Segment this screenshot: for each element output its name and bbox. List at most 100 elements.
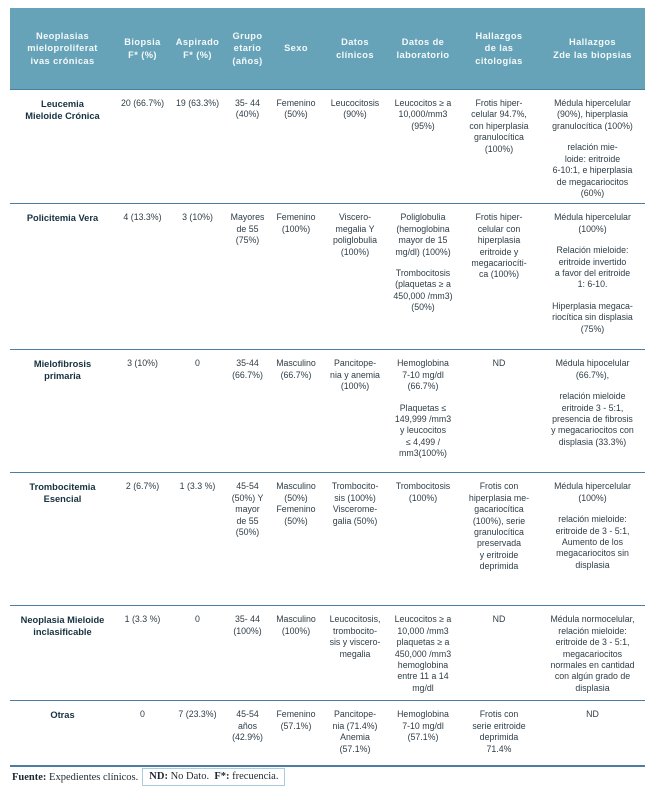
cell-paragraph: Mielofibrosis primaria: [33, 359, 92, 382]
table-cell: Frotis hiper- celular 94.7%, con hiperpl…: [458, 88, 540, 204]
cell-paragraph: Plaquetas ≤ 149,999 /mm3 y leucocitos ≤ …: [394, 402, 452, 459]
cell-paragraph: 1 (3.3 %): [124, 614, 161, 625]
cell-paragraph: Médula hipocelular (66.7%),: [555, 358, 630, 380]
cell-paragraph: Mayores de 55 (75%): [230, 212, 265, 246]
f-text: frecuencia.: [229, 771, 279, 782]
table-cell: Leucocitos ≥ a 10,000/mm3 (95%): [388, 88, 458, 204]
table-cell: Leucocitosis (90%): [322, 88, 388, 204]
table-cell: 3 (10%): [115, 349, 170, 473]
cell-paragraph: Leucemia Mieloide Crónica: [25, 99, 100, 122]
table-cell: Leucocitosis, trombocito- sis y viscero-…: [322, 605, 388, 701]
cell-paragraph: 45-54 (50%) Y mayor de 55 (50%): [231, 481, 264, 538]
cell-paragraph: Masculino (66.7%): [276, 358, 316, 380]
table-row: Neoplasia Mieloide inclasificable 1 (3.3 …: [10, 605, 645, 701]
table-cell: 35- 44 (100%): [225, 605, 270, 701]
nd-legend-box: ND: No Dato. F*: frecuencia.: [142, 768, 286, 786]
table-cell: 19 (63.3%): [170, 88, 225, 204]
cell-paragraph: 2 (6.7%): [125, 481, 160, 492]
cell-paragraph: Masculino (100%): [276, 614, 316, 636]
table-cell: 0: [170, 349, 225, 473]
table-cell: 45-54 (50%) Y mayor de 55 (50%): [225, 472, 270, 606]
table-cell: Viscero- megalia Y poliglobulia (100%): [322, 203, 388, 350]
table-cell: 0: [115, 700, 170, 767]
table-cell: Femenino (100%): [270, 203, 322, 350]
table-cell: 0: [170, 605, 225, 701]
table-cell: Frotis hiper- celular con hiperplasia er…: [458, 203, 540, 350]
cell-paragraph: 0: [195, 614, 200, 625]
table-cell: Leucocitos ≥ a 10,000 /mm3 plaquetas ≥ a…: [388, 605, 458, 701]
table-cell: Médula normocelular, relación mieloide: …: [540, 605, 645, 701]
table-cell: Médula hipocelular (66.7%), relación miel…: [540, 349, 645, 473]
cell-paragraph: Frotis hiper- celular 94.7%, con hiperpl…: [469, 98, 529, 154]
cell-paragraph: 0: [195, 358, 200, 369]
table-cell: 35- 44 (40%): [225, 88, 270, 204]
column-header: Sexo: [270, 8, 322, 90]
cell-paragraph: 7 (23.3%): [178, 709, 217, 720]
table-cell: Mayores de 55 (75%): [225, 203, 270, 350]
cell-paragraph: Pancitope- nia (71.4%) Anemia (57.1%): [332, 709, 378, 754]
table-cell: Femenino (50%): [270, 88, 322, 204]
table-cell: Médula hipercelular (100%) relación mielo…: [540, 472, 645, 606]
column-header: Neoplasias mieloproliferat ivas crónicas: [10, 8, 115, 90]
table-cell: Trombocito- sis (100%) Viscerome- galia …: [322, 472, 388, 606]
row-label: Policitemia Vera: [10, 203, 115, 350]
table-cell: ND: [458, 605, 540, 701]
cell-paragraph: 19 (63.3%): [175, 98, 220, 108]
table-cell: Masculino (50%) Femenino (50%): [270, 472, 322, 606]
row-label: Otras: [10, 700, 115, 767]
table-cell: 3 (10%): [170, 203, 225, 350]
table-cell: 45-54 años (42.9%): [225, 700, 270, 767]
cell-paragraph: Leucocitosis, trombocito- sis y viscero-…: [329, 614, 381, 659]
column-header: Datos de laboratorio: [388, 8, 458, 90]
cell-paragraph: Frotis con hiperplasia me- gacariocítica…: [468, 481, 530, 572]
table-row: Mielofibrosis primaria 3 (10%) 0 35-44 (66.…: [10, 349, 645, 473]
cell-paragraph: 20 (66.7%): [120, 98, 165, 108]
cell-paragraph: Relación mieloide: eritroide invertido a…: [554, 245, 631, 290]
table-cell: Frotis con serie eritroide deprimida 71.…: [458, 700, 540, 767]
table-cell: ND: [540, 700, 645, 767]
cell-paragraph: Hiperplasia megaca- riocítica sin displa…: [552, 300, 633, 334]
table-cell: Hemoglobina 7-10 mg/dl (57.1%): [388, 700, 458, 767]
cell-paragraph: Leucocitosis (90%): [330, 98, 380, 120]
cell-paragraph: Leucocitos ≥ a 10,000 /mm3 plaquetas ≥ a…: [394, 614, 452, 693]
table-cell: 35-44 (66.7%): [225, 349, 270, 473]
cell-paragraph: Femenino (100%): [276, 212, 316, 234]
cell-paragraph: 35- 44 (100%): [233, 614, 262, 636]
table-cell: Masculino (66.7%): [270, 349, 322, 473]
table-cell: 1 (3.3 %): [115, 605, 170, 701]
header-row: Neoplasias mieloproliferat ivas crónicas…: [10, 8, 645, 90]
nd-text: No Dato.: [167, 771, 215, 782]
cell-paragraph: ND: [492, 614, 506, 625]
row-label: Leucemia Mieloide Crónica: [10, 88, 115, 204]
cell-paragraph: Masculino (50%) Femenino (50%): [276, 481, 316, 526]
cell-paragraph: ND: [492, 358, 506, 369]
column-header: Hallazgos Zde las biopsias: [540, 8, 645, 90]
cell-paragraph: Leucocitos ≥ a 10,000/mm3 (95%): [394, 98, 452, 131]
table-row: Leucemia Mieloide Crónica 20 (66.7%) 19 (6…: [10, 88, 645, 204]
cell-paragraph: Neoplasia Mieloide inclasificable: [20, 615, 105, 638]
cell-paragraph: Poliglobulia (hemoglobina mayor de 15 mg…: [395, 212, 451, 257]
cell-paragraph: relación mieloide: eritroide de 3 - 5:1,…: [555, 514, 630, 570]
cell-paragraph: Trombocito- sis (100%) Viscerome- galia …: [331, 481, 379, 526]
table-row: Trombocitemia Esencial 2 (6.7%) 1 (3.3 %) 4…: [10, 472, 645, 606]
cell-paragraph: Femenino (50%): [276, 98, 316, 120]
table-cell: Masculino (100%): [270, 605, 322, 701]
table-cell: 4 (13.3%): [115, 203, 170, 350]
table-cell: Hemoglobina 7-10 mg/dl (66.7%) Plaquetas …: [388, 349, 458, 473]
table-cell: 7 (23.3%): [170, 700, 225, 767]
cell-paragraph: 0: [140, 709, 145, 720]
table-cell: Frotis con hiperplasia me- gacariocítica…: [458, 472, 540, 606]
table-cell: ND: [458, 349, 540, 473]
nd-label: ND:: [149, 771, 168, 782]
cell-paragraph: Médula hipercelular (100%): [554, 212, 631, 234]
cell-paragraph: ND: [586, 709, 599, 720]
cell-paragraph: Frotis con serie eritroide deprimida 71.…: [472, 709, 526, 754]
table-cell: 2 (6.7%): [115, 472, 170, 606]
f-label: F*:: [214, 771, 230, 782]
table-row: Otras 0 7 (23.3%) 45-54 años (42.9%) Femenin…: [10, 700, 645, 767]
cell-paragraph: Hemoglobina 7-10 mg/dl (57.1%): [397, 709, 449, 743]
fuente-text: Expedientes clínicos.: [46, 771, 139, 783]
cell-paragraph: 45-54 años (42.9%): [232, 709, 263, 743]
table-row: Policitemia Vera 4 (13.3%) 3 (10%) Mayores …: [10, 203, 645, 350]
